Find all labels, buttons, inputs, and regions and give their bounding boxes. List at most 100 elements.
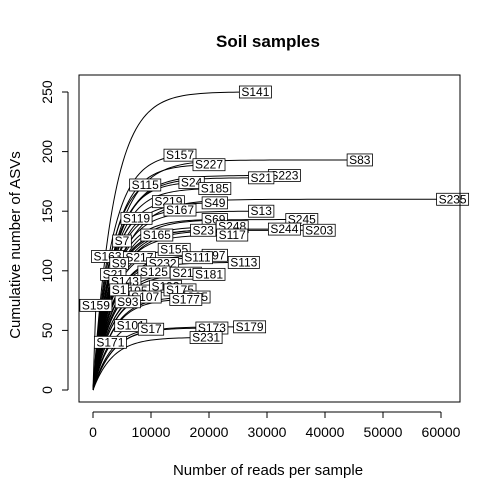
curve-label-text: S235 [439,192,467,206]
y-axis: 0 50 100 150 200 250 [39,80,69,394]
curve-label-box [137,322,165,336]
curve-label-text: S141 [241,85,269,99]
curve-label-box [79,298,113,312]
curve-label: S17 [137,322,165,336]
curve-label: S13 [248,204,275,218]
curve-label: S21 [248,171,275,185]
curve-label-text: S7 [115,234,130,248]
curve-label-text: S227 [195,158,223,172]
curve-label: S9 [109,257,129,271]
curve-label: S125 [137,265,171,279]
curve-label: S93 [114,295,141,309]
x-tick-label: 20000 [190,424,229,440]
curve-label: S24 [178,176,205,190]
curve-label-text: S177 [172,292,200,306]
y-axis-label: Cumulative number of ASVs [7,151,24,339]
curve-label-text: S203 [305,223,333,237]
curve-label-box [163,148,197,162]
curve-label-text: S155 [160,242,188,256]
curve-label-text: S157 [166,148,194,162]
curve-label-text: S231 [192,331,220,345]
curve-label-box [248,171,275,185]
curve-label-text: S113 [230,255,257,269]
curve-label: S23 [190,223,217,237]
curve-label-box [137,265,171,279]
curve-label-text: S223 [270,168,298,182]
curve-label-box [233,320,267,334]
curve-label-box [216,228,249,242]
curve-label-text: S111 [184,251,211,265]
curve-label-text: S1 [112,283,127,297]
curve-label-box [181,251,213,265]
plot-frame [78,74,461,403]
curve-label: S203 [302,223,336,237]
curve-label: S83 [346,153,373,167]
y-tick-label: 100 [39,259,55,283]
curve-label-box [120,211,153,225]
rarefaction-curve [92,342,111,391]
curve-label-box [192,158,226,172]
curve-label: S159 [79,298,113,312]
curve-label-text: S83 [349,153,371,167]
curve-label-text: S167 [166,203,194,217]
curve-label-box [248,204,275,218]
curve-label: S7 [112,234,132,248]
x-tick-label: 10000 [132,424,171,440]
y-tick-label: 200 [39,140,55,164]
curve-label: S117 [216,228,249,242]
curve-label-box [190,223,217,237]
chart-title: Soil samples [216,32,320,51]
curve-label-text: S119 [123,211,150,225]
curve-label-box [112,234,132,248]
curve-label-text: S24 [181,176,203,190]
curve-label: S157 [163,148,197,162]
x-tick-label: 30000 [248,424,287,440]
curve-label: S141 [238,85,272,99]
curve-label-text: S185 [201,182,229,196]
rarefaction-curve [92,337,207,391]
curve-label-text: S21 [251,171,273,185]
curve-label-text: S179 [236,320,264,334]
curve-label-text: S49 [204,196,226,210]
curve-label: S115 [129,178,162,192]
x-axis: 0 10000 20000 30000 40000 50000 60000 [89,411,461,440]
curve-label-text: S159 [82,298,110,312]
curve-label-box [227,256,260,269]
curve-label-text: S117 [219,228,246,242]
curve-label-text: S244 [270,222,298,236]
curve-label-text: S93 [117,295,139,309]
curve-label: S227 [192,158,226,172]
curve-label-box [129,178,162,192]
curve-label-box [285,213,319,226]
curve-label-text: S9 [112,257,127,271]
curve-label-text: S181 [195,267,223,281]
x-tick-label: 60000 [422,424,461,440]
curve-label-box [163,203,197,217]
y-tick-label: 50 [39,322,55,338]
curve-label: S1 [109,283,129,297]
curve-label-text: S125 [140,265,168,279]
x-tick-label: 0 [89,424,97,440]
curve-label-box [198,182,232,195]
x-tick-label: 50000 [364,424,403,440]
curve-label: S177 [169,292,203,306]
curve-label: S165 [140,228,174,242]
curve-labels-group: S141S83S157S227S223S21S235S24S185S115S21… [79,85,470,349]
curve-label: S119 [120,211,153,225]
curve-label: S167 [163,203,197,217]
curve-label: S111 [181,251,213,265]
curve-label-box [346,153,373,167]
curve-label-box [93,335,127,349]
curve-label-box [140,228,174,242]
curve-label: S49 [201,196,228,210]
curve-label-box [436,192,470,206]
curve-label: S113 [227,255,260,269]
x-axis-label: Number of reads per sample [173,462,363,479]
curve-label: S244 [267,222,301,236]
curve-label-text: S165 [143,228,171,242]
curve-label: S231 [189,331,223,345]
curve-label-box [192,267,226,281]
curve-label-box [267,222,301,236]
curve-label-box [201,196,228,210]
